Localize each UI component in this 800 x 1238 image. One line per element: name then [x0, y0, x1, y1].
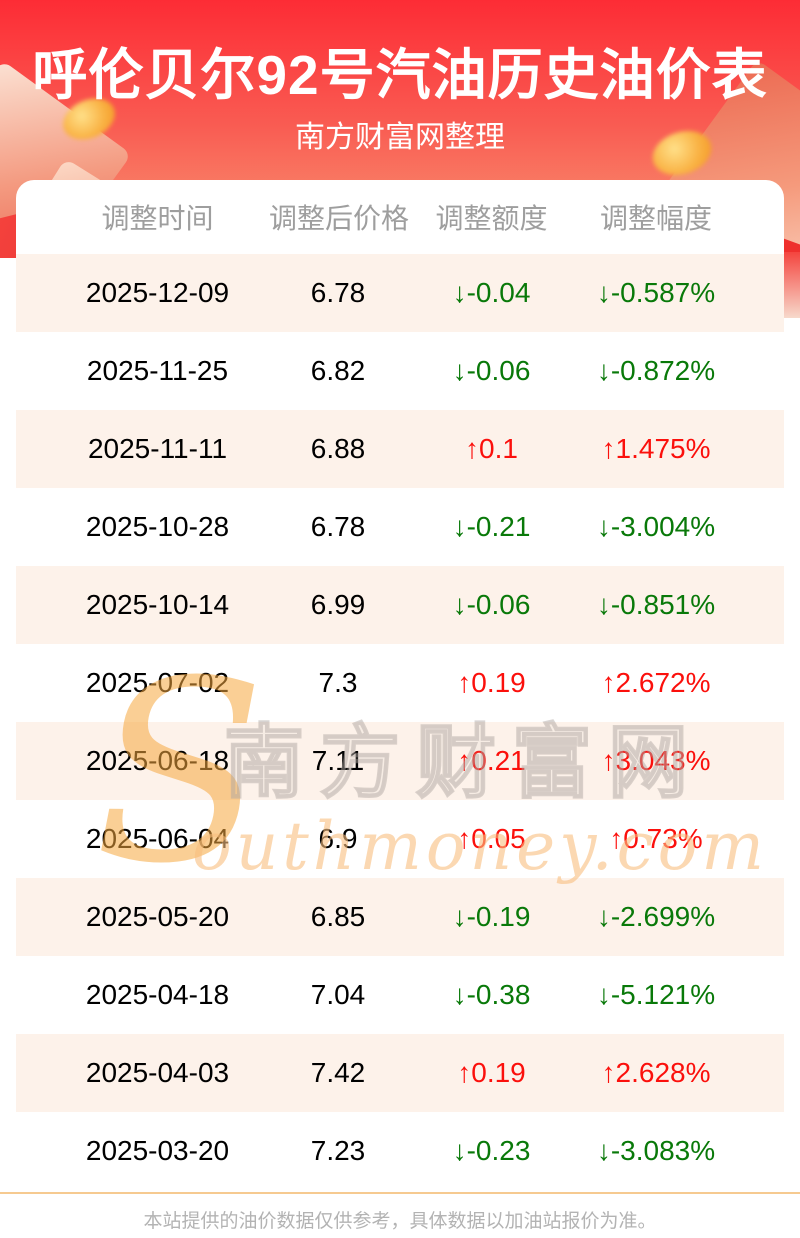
cell-change: ↓-0.04	[452, 277, 531, 308]
cell-price: 7.04	[310, 979, 366, 1010]
price-table-card: 调整时间 调整后价格 调整额度 调整幅度 2025-12-09 6.78 ↓-0…	[16, 180, 784, 1190]
cell-percent: ↓-0.587%	[596, 277, 716, 308]
cell-percent: ↓-3.083%	[596, 1135, 716, 1166]
cell-price: 6.85	[310, 901, 366, 932]
cell-date: 2025-07-02	[85, 667, 230, 698]
cell-date: 2025-11-25	[86, 355, 229, 386]
table-row: 2025-10-14 6.99 ↓-0.06 ↓-0.851%	[16, 566, 784, 644]
table-row: 2025-07-02 7.3 ↑0.19 ↑2.672%	[16, 644, 784, 722]
decor-edge-right-icon	[784, 252, 800, 318]
cell-date: 2025-04-03	[85, 1057, 230, 1088]
cell-price: 6.9	[318, 823, 358, 854]
cell-percent: ↑1.475%	[601, 433, 711, 464]
cell-percent: ↓-0.851%	[596, 589, 716, 620]
cell-price: 6.99	[310, 589, 366, 620]
cell-date: 2025-10-28	[85, 511, 230, 542]
cell-change: ↑0.19	[457, 1057, 526, 1088]
cell-percent: ↑3.043%	[601, 745, 711, 776]
cell-change: ↑0.19	[457, 667, 526, 698]
table-header-row: 调整时间 调整后价格 调整额度 调整幅度	[16, 180, 784, 254]
cell-price: 7.3	[318, 667, 358, 698]
cell-date: 2025-03-20	[85, 1135, 230, 1166]
cell-change: ↓-0.19	[452, 901, 531, 932]
table-row: 2025-04-03 7.42 ↑0.19 ↑2.628%	[16, 1034, 784, 1112]
cell-date: 2025-10-14	[85, 589, 230, 620]
cell-date: 2025-06-04	[85, 823, 230, 854]
cell-change: ↓-0.23	[452, 1135, 531, 1166]
cell-change: ↑0.05	[457, 823, 526, 854]
cell-percent: ↑0.73%	[609, 823, 703, 854]
cell-price: 7.42	[310, 1057, 366, 1088]
table-row: 2025-11-11 6.88 ↑0.1 ↑1.475%	[16, 410, 784, 488]
cell-date: 2025-06-18	[85, 745, 230, 776]
page-subtitle: 南方财富网整理	[295, 121, 505, 154]
column-header-price: 调整后价格	[269, 203, 410, 234]
cell-price: 6.82	[310, 355, 366, 386]
cell-change: ↓-0.21	[452, 511, 531, 542]
cell-price: 7.23	[310, 1135, 366, 1166]
footer-divider	[0, 1192, 800, 1194]
footer-disclaimer: 本站提供的油价数据仅供参考，具体数据以加油站报价为准。	[143, 1211, 657, 1232]
table-row: 2025-04-18 7.04 ↓-0.38 ↓-5.121%	[16, 956, 784, 1034]
cell-change: ↓-0.06	[452, 589, 531, 620]
table-row: 2025-12-09 6.78 ↓-0.04 ↓-0.587%	[16, 254, 784, 332]
cell-percent: ↓-5.121%	[596, 979, 716, 1010]
cell-percent: ↓-3.004%	[596, 511, 716, 542]
cell-price: 6.78	[310, 277, 366, 308]
table-row: 2025-05-20 6.85 ↓-0.19 ↓-2.699%	[16, 878, 784, 956]
cell-date: 2025-04-18	[85, 979, 230, 1010]
cell-change: ↑0.21	[457, 745, 526, 776]
column-header-change: 调整额度	[435, 203, 548, 234]
cell-percent: ↑2.672%	[601, 667, 711, 698]
cell-percent: ↓-0.872%	[596, 355, 716, 386]
column-header-date: 调整时间	[101, 203, 214, 234]
table-row: 2025-11-25 6.82 ↓-0.06 ↓-0.872%	[16, 332, 784, 410]
table-row: 2025-06-18 7.11 ↑0.21 ↑3.043%	[16, 722, 784, 800]
table-row: 2025-10-28 6.78 ↓-0.21 ↓-3.004%	[16, 488, 784, 566]
cell-date: 2025-11-11	[87, 433, 228, 464]
cell-price: 6.78	[310, 511, 366, 542]
table-body: 2025-12-09 6.78 ↓-0.04 ↓-0.587% 2025-11-…	[16, 254, 784, 1190]
cell-change: ↑0.1	[465, 433, 518, 464]
cell-date: 2025-12-09	[85, 277, 230, 308]
page-title: 呼伦贝尔92号汽油历史油价表	[32, 44, 768, 106]
table-row: 2025-03-20 7.23 ↓-0.23 ↓-3.083%	[16, 1112, 784, 1190]
cell-date: 2025-05-20	[85, 901, 230, 932]
column-header-percent: 调整幅度	[599, 203, 712, 234]
cell-price: 6.88	[310, 433, 366, 464]
cell-price: 7.11	[311, 745, 365, 776]
cell-change: ↓-0.38	[452, 979, 531, 1010]
cell-change: ↓-0.06	[452, 355, 531, 386]
table-row: 2025-06-04 6.9 ↑0.05 ↑0.73%	[16, 800, 784, 878]
cell-percent: ↓-2.699%	[596, 901, 716, 932]
cell-percent: ↑2.628%	[601, 1057, 711, 1088]
